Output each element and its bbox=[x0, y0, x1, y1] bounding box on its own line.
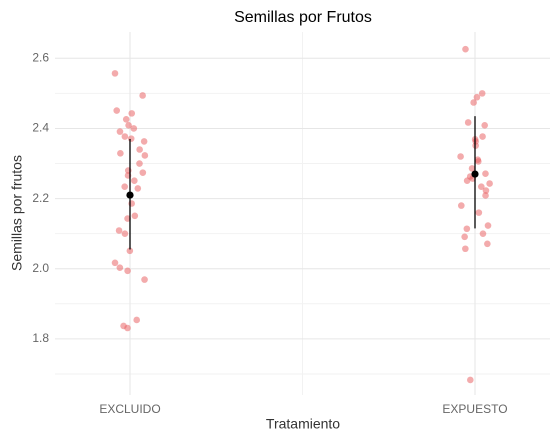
data-point bbox=[136, 146, 143, 153]
data-point bbox=[484, 222, 492, 229]
data-point bbox=[479, 230, 487, 237]
data-point bbox=[457, 153, 464, 160]
x-tick-label: EXCLUIDO bbox=[99, 402, 160, 416]
data-point bbox=[140, 138, 148, 145]
data-point bbox=[121, 230, 129, 237]
data-point bbox=[111, 259, 119, 267]
data-point bbox=[127, 135, 135, 142]
data-point bbox=[139, 92, 146, 99]
y-tick-label: 1.8 bbox=[32, 331, 49, 345]
data-point bbox=[479, 133, 486, 140]
data-point bbox=[116, 128, 124, 135]
data-point bbox=[121, 183, 128, 190]
data-point bbox=[131, 212, 139, 220]
data-point bbox=[116, 264, 124, 271]
data-point bbox=[117, 150, 124, 157]
chart-title: Semillas por Frutos bbox=[234, 9, 372, 26]
data-point bbox=[473, 93, 481, 101]
y-tick-label: 2.4 bbox=[32, 121, 49, 135]
data-point bbox=[131, 177, 138, 185]
data-point bbox=[486, 180, 493, 187]
mean-point bbox=[126, 191, 134, 199]
data-point bbox=[482, 187, 490, 194]
data-point bbox=[472, 142, 479, 149]
data-point bbox=[475, 158, 482, 165]
x-tick-label: EXPUESTO bbox=[442, 402, 507, 416]
data-point bbox=[113, 107, 121, 114]
data-point bbox=[467, 376, 474, 384]
data-point bbox=[464, 119, 472, 126]
y-tick-label: 2.2 bbox=[32, 191, 49, 205]
data-point bbox=[115, 227, 123, 234]
data-point bbox=[130, 125, 138, 132]
y-axis-label: Semillas por frutos bbox=[9, 155, 25, 271]
data-point bbox=[478, 90, 486, 97]
data-point bbox=[111, 70, 119, 77]
data-point bbox=[124, 215, 131, 222]
data-point bbox=[463, 177, 471, 185]
x-axis-label: Tratamiento bbox=[266, 416, 340, 432]
data-point bbox=[121, 133, 129, 140]
data-point bbox=[470, 99, 477, 106]
mean-point bbox=[471, 170, 479, 178]
data-point bbox=[484, 240, 491, 248]
y-tick-label: 2.6 bbox=[32, 50, 49, 64]
data-point bbox=[128, 110, 136, 117]
data-point bbox=[124, 324, 131, 332]
data-point bbox=[482, 170, 489, 177]
data-point bbox=[124, 267, 131, 275]
data-point bbox=[477, 183, 485, 190]
data-point bbox=[462, 45, 469, 53]
data-point bbox=[139, 169, 147, 176]
data-point bbox=[126, 247, 134, 255]
data-point bbox=[133, 316, 141, 324]
data-point bbox=[468, 165, 476, 172]
y-tick-label: 2.0 bbox=[32, 261, 49, 275]
data-point bbox=[141, 276, 148, 283]
data-point bbox=[462, 245, 469, 253]
data-point bbox=[482, 192, 489, 199]
data-point bbox=[136, 160, 143, 167]
data-point bbox=[481, 121, 489, 129]
data-point bbox=[122, 116, 130, 123]
data-point bbox=[134, 185, 142, 192]
data-point bbox=[141, 152, 149, 159]
data-point bbox=[475, 209, 483, 216]
data-point bbox=[458, 202, 465, 209]
data-point bbox=[461, 233, 468, 241]
data-point bbox=[125, 121, 132, 129]
data-point bbox=[463, 225, 471, 233]
